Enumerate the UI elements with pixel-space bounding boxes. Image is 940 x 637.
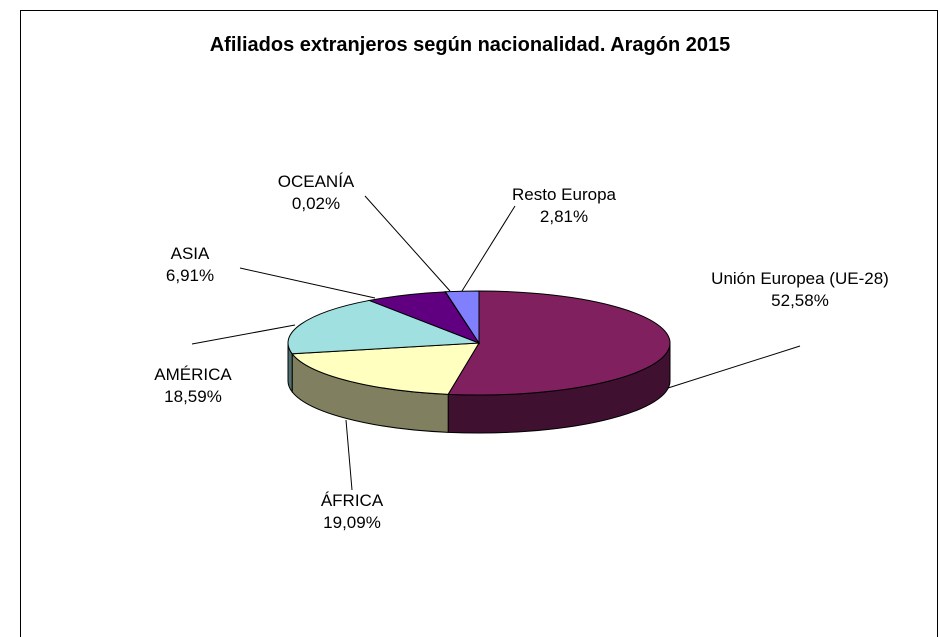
label-name: AMÉRICA xyxy=(154,365,232,384)
slice xyxy=(291,342,480,395)
data-label: OCEANÍA 0,02% xyxy=(278,171,355,215)
label-value: 0,02% xyxy=(291,194,341,213)
slice xyxy=(444,290,480,345)
leader-line xyxy=(461,205,516,292)
label-name: Unión Europea (UE-28) xyxy=(711,269,889,288)
label-name: ASIA xyxy=(170,244,210,263)
data-label: Resto Europa 2,81% xyxy=(512,184,616,228)
label-value: 19,09% xyxy=(323,513,381,532)
label-name: ÁFRICA xyxy=(320,491,384,510)
data-label: ÁFRICA 19,09% xyxy=(321,490,383,534)
slice xyxy=(447,290,671,396)
label-value: 2,81% xyxy=(539,207,589,226)
leader-line xyxy=(667,345,801,389)
data-label: ASIA 6,91% xyxy=(166,243,214,287)
leader-line xyxy=(191,324,296,345)
chart-title: Afiliados extranjeros según nacionalidad… xyxy=(209,34,731,56)
slice xyxy=(287,299,480,355)
leader-line xyxy=(239,267,376,299)
data-label: AMÉRICA 18,59% xyxy=(154,364,231,408)
leader-line xyxy=(364,195,451,292)
label-value: 52,58% xyxy=(771,291,829,310)
leader-line xyxy=(345,419,353,491)
data-label: Unión Europea (UE-28) 52,58% xyxy=(711,268,889,312)
label-value: 18,59% xyxy=(164,387,222,406)
label-name: OCEANÍA xyxy=(277,172,355,191)
label-name: Resto Europa xyxy=(512,185,616,204)
label-value: 6,91% xyxy=(165,266,215,285)
